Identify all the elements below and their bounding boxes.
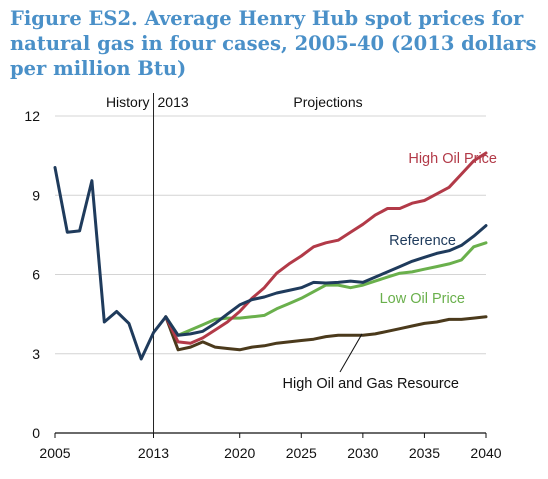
divider-year-label: 2013 xyxy=(158,94,189,110)
x-tick-label: 2035 xyxy=(409,445,440,461)
history-label: History xyxy=(106,94,150,110)
x-tick-label: 2030 xyxy=(347,445,378,461)
x-tick-label: 2020 xyxy=(224,445,255,461)
y-tick-label: 0 xyxy=(32,425,40,441)
series-label-high-oil-and-gas-resource: High Oil and Gas Resource xyxy=(283,376,460,392)
y-tick-label: 3 xyxy=(32,346,40,362)
y-tick-label: 6 xyxy=(32,267,40,283)
series-line-high-oil-price xyxy=(164,151,488,345)
series-label-low-oil-price: Low Oil Price xyxy=(380,291,465,307)
series-label-high-oil-price: High Oil Price xyxy=(408,151,497,167)
series-line-high-oil-and-gas-resource xyxy=(164,315,488,352)
x-tick-label: 2025 xyxy=(286,445,317,461)
chart-title: Figure ES2. Average Henry Hub spot price… xyxy=(10,7,537,80)
y-tick-label: 9 xyxy=(32,187,40,203)
x-tick-label: 2005 xyxy=(39,445,70,461)
series-line-reference xyxy=(164,224,488,337)
series-label-reference: Reference xyxy=(389,233,456,249)
series-labels: High Oil Price Reference Low Oil Price High… xyxy=(283,151,498,392)
history-line xyxy=(53,166,168,361)
gridlines xyxy=(55,115,486,355)
y-tick-labels: 0 3 6 9 12 xyxy=(24,108,40,441)
projections-label: Projections xyxy=(293,94,362,110)
resource-label-leader-line xyxy=(339,333,363,373)
x-tick-label: 2013 xyxy=(138,445,169,461)
y-tick-label: 12 xyxy=(24,108,40,124)
x-tick-label: 2040 xyxy=(470,445,501,461)
x-tick-labels: 2005 2013 2020 2025 2030 2035 2040 xyxy=(39,433,502,461)
series-lines xyxy=(53,151,488,361)
